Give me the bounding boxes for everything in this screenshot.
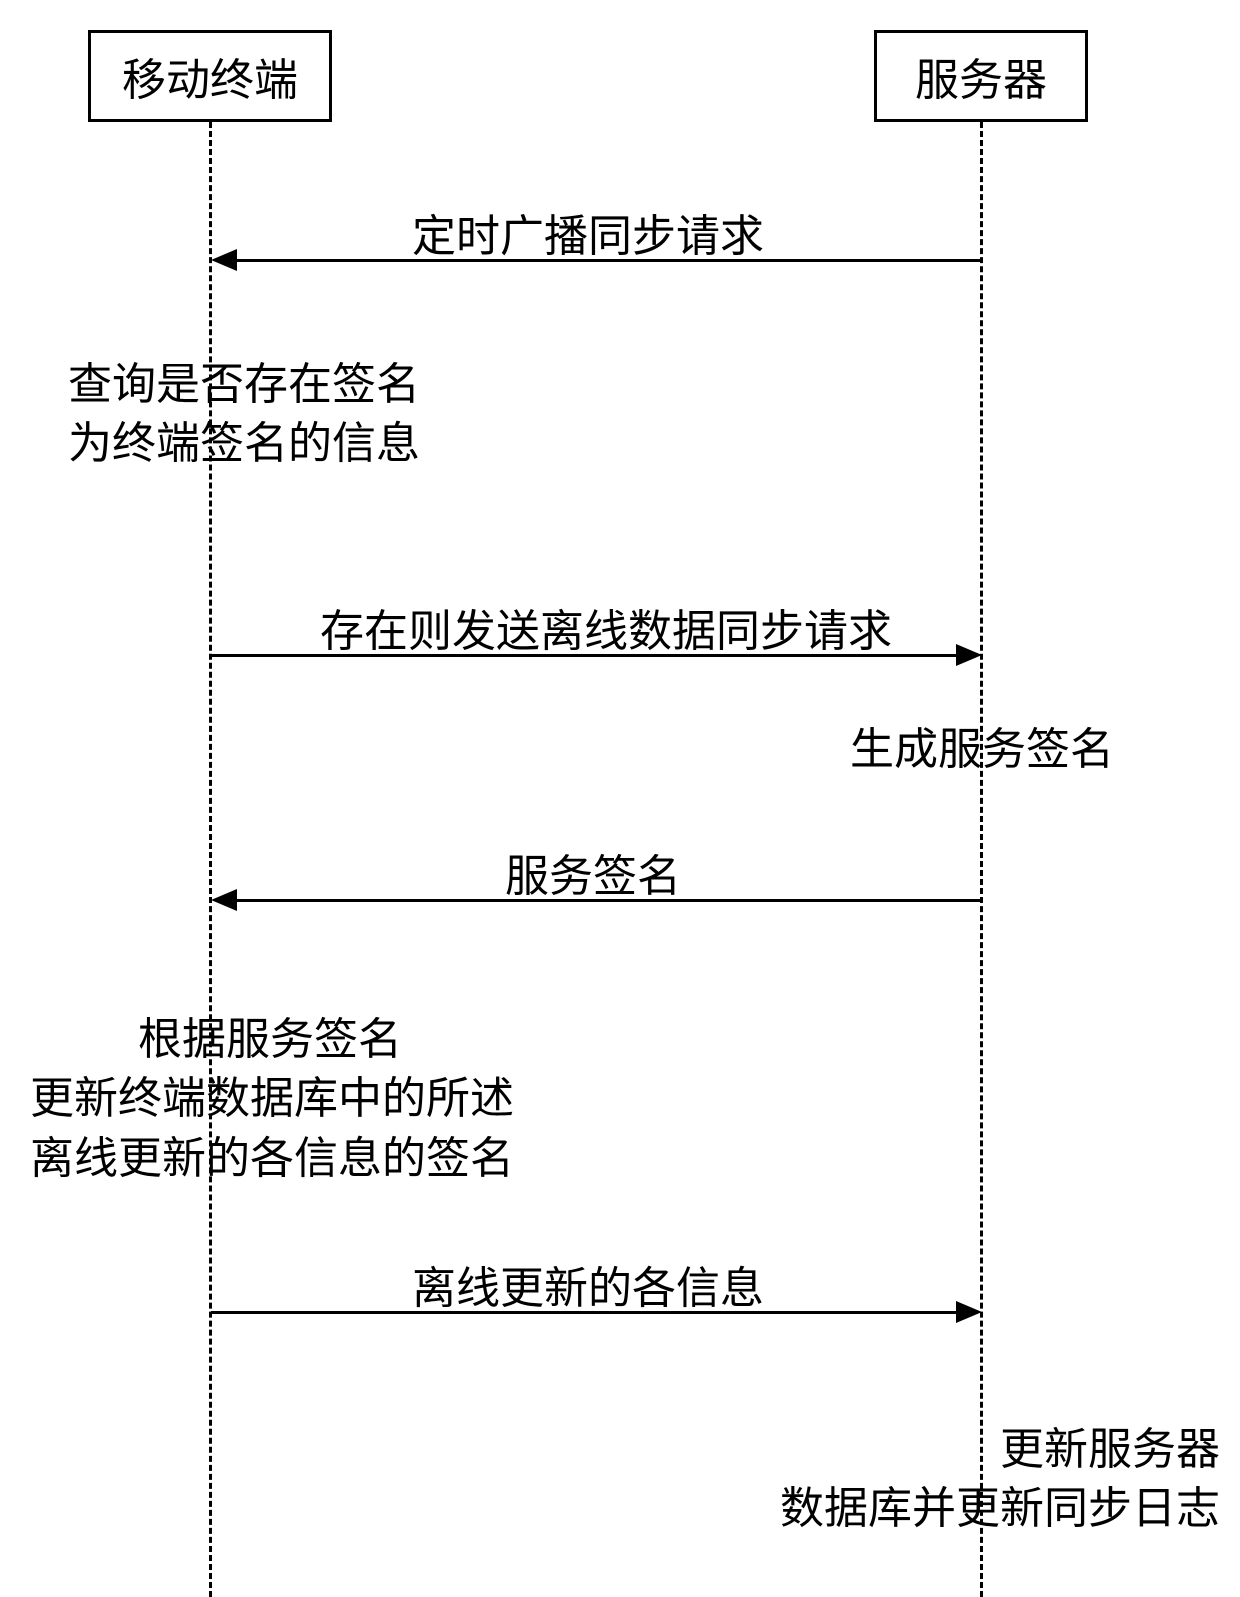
note-n3-line-1: 更新终端数据库中的所述: [30, 1069, 510, 1128]
message-line-m1: [230, 259, 981, 262]
participant-box-mobile: 移动终端: [88, 30, 332, 122]
note-n4: 更新服务器 数据库并更新同步日志: [760, 1420, 1220, 1539]
message-arrowhead-m3: [211, 889, 237, 911]
note-n1-line-1: 为终端签名的信息: [68, 414, 420, 473]
message-line-m4: [211, 1311, 962, 1314]
note-n1: 查询是否存在签名 为终端签名的信息: [68, 355, 420, 474]
message-arrowhead-m2: [956, 644, 982, 666]
note-n2: 生成服务签名: [850, 720, 1114, 779]
lifeline-server: [980, 122, 983, 1597]
note-n3-line-0: 根据服务签名: [30, 1010, 510, 1069]
note-n4-line-0: 更新服务器: [760, 1420, 1220, 1479]
note-n3: 根据服务签名 更新终端数据库中的所述 离线更新的各信息的签名: [30, 1010, 510, 1188]
message-line-m3: [230, 899, 981, 902]
message-arrowhead-m4: [956, 1301, 982, 1323]
note-n4-line-1: 数据库并更新同步日志: [760, 1479, 1220, 1538]
participant-label-server: 服务器: [915, 44, 1047, 108]
message-label-m1: 定时广播同步请求: [412, 200, 764, 264]
lifeline-mobile: [209, 122, 212, 1597]
note-n3-line-2: 离线更新的各信息的签名: [30, 1129, 510, 1188]
message-label-m4: 离线更新的各信息: [412, 1252, 764, 1316]
note-n2-line-0: 生成服务签名: [850, 720, 1114, 779]
message-line-m2: [211, 654, 962, 657]
participant-box-server: 服务器: [874, 30, 1088, 122]
note-n1-line-0: 查询是否存在签名: [68, 355, 420, 414]
message-arrowhead-m1: [211, 249, 237, 271]
message-label-m2: 存在则发送离线数据同步请求: [320, 595, 892, 659]
message-label-m3: 服务签名: [505, 840, 681, 904]
participant-label-mobile: 移动终端: [122, 44, 298, 108]
